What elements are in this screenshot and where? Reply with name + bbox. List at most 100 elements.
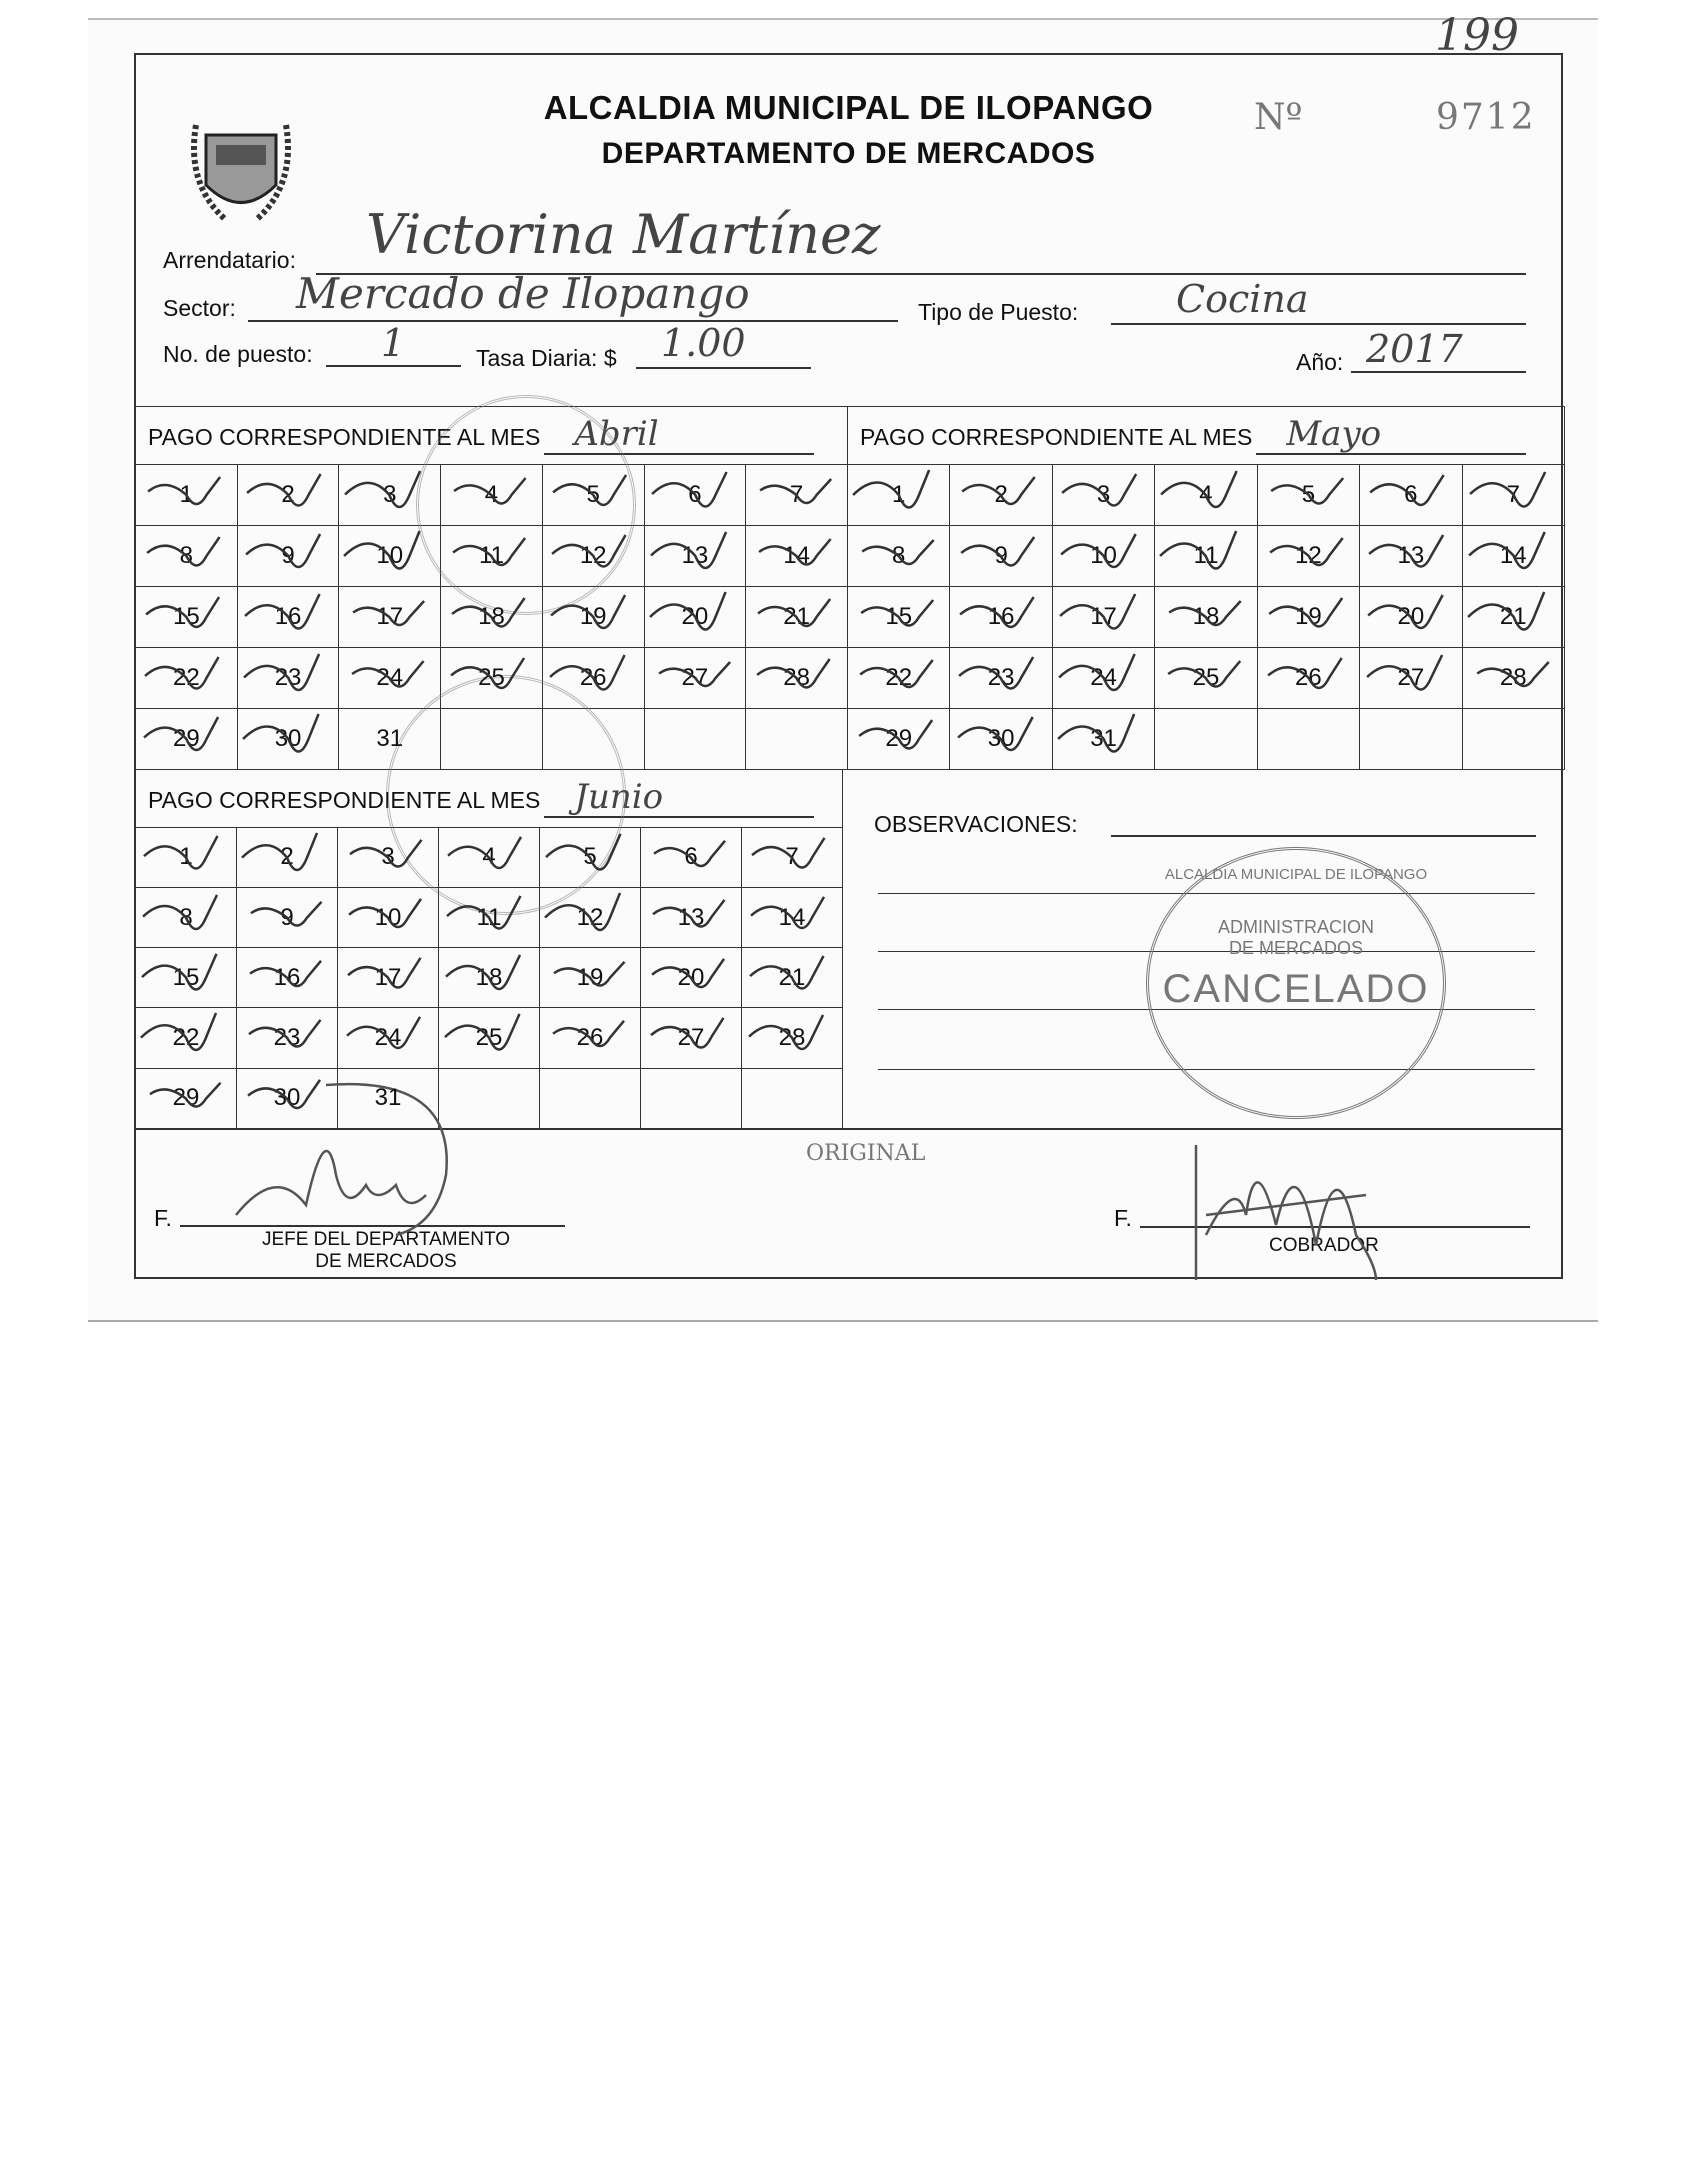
day-cell[interactable]: 24 [1051, 647, 1156, 710]
day-cell[interactable]: 17 [1051, 586, 1156, 649]
stamp-line1: ADMINISTRACION [1217, 917, 1374, 937]
day-cell[interactable]: 24 [337, 1007, 439, 1069]
puesto-value: 1 [381, 321, 406, 365]
day-cell[interactable]: 17 [338, 586, 442, 649]
day-cell[interactable]: 10 [1051, 525, 1156, 588]
day-number: 25 [1192, 664, 1220, 692]
day-cell[interactable]: 8 [846, 525, 951, 588]
day-cell[interactable]: 8 [135, 525, 238, 588]
day-cell[interactable]: 22 [846, 647, 951, 710]
day-cell[interactable]: 31 [1051, 708, 1156, 770]
day-cell[interactable]: 19 [539, 947, 641, 1009]
day-number: 23 [274, 664, 302, 692]
day-cell[interactable]: 1 [135, 826, 237, 888]
day-cell[interactable]: 14 [741, 886, 843, 949]
day-number: 16 [987, 603, 1015, 631]
day-cell[interactable]: 6 [643, 464, 747, 527]
day-number: 28 [778, 1024, 806, 1052]
day-cell[interactable]: 9 [236, 886, 338, 949]
day-cell[interactable]: 30 [949, 708, 1053, 770]
day-cell[interactable]: 28 [1461, 647, 1566, 710]
day-cell[interactable]: 2 [236, 464, 340, 527]
day-cell[interactable]: 20 [1359, 586, 1463, 649]
day-cell[interactable]: 6 [1359, 464, 1463, 527]
day-cell[interactable]: 9 [236, 525, 340, 588]
day-cell[interactable]: 2 [236, 826, 338, 888]
day-cell[interactable]: 20 [640, 947, 742, 1009]
day-cell[interactable]: 2 [949, 464, 1053, 527]
day-number: 6 [688, 481, 702, 509]
day-cell[interactable]: 19 [1256, 586, 1361, 649]
day-cell[interactable]: 14 [1461, 525, 1566, 588]
day-number: 19 [1295, 603, 1322, 631]
day-cell[interactable]: 3 [1051, 464, 1156, 527]
day-cell[interactable]: 7 [745, 464, 848, 527]
day-cell[interactable]: 13 [643, 525, 747, 588]
day-cell[interactable]: 7 [741, 826, 843, 888]
day-number: 17 [1090, 603, 1117, 631]
day-cell[interactable]: 30 [236, 1067, 338, 1130]
day-cell[interactable]: 14 [745, 525, 848, 588]
day-number: 25 [475, 1024, 503, 1052]
day-cell[interactable]: 12 [1256, 525, 1361, 588]
day-cell[interactable]: 29 [846, 708, 951, 770]
day-cell[interactable]: 15 [135, 947, 237, 1009]
day-cell[interactable]: 30 [236, 708, 340, 770]
day-cell[interactable]: 22 [135, 647, 238, 710]
day-cell[interactable]: 15 [135, 586, 238, 649]
day-cell[interactable]: 8 [135, 886, 237, 949]
day-cell[interactable]: 9 [949, 525, 1053, 588]
day-cell[interactable]: 26 [1256, 647, 1361, 710]
municipal-seal-icon [176, 85, 306, 235]
day-cell[interactable]: 27 [640, 1007, 742, 1069]
day-cell[interactable]: 5 [1256, 464, 1361, 527]
day-cell[interactable]: 1 [846, 464, 951, 527]
day-cell[interactable]: 16 [949, 586, 1053, 649]
day-cell[interactable]: 28 [741, 1007, 843, 1069]
day-cell[interactable]: 13 [640, 886, 742, 949]
day-number: 31 [1090, 725, 1117, 753]
day-number: 5 [583, 843, 597, 871]
day-number: 24 [1090, 664, 1117, 692]
day-cell[interactable]: 18 [1154, 586, 1258, 649]
day-cell[interactable]: 23 [949, 647, 1053, 710]
day-number: 7 [785, 843, 799, 871]
day-cell[interactable]: 21 [741, 947, 843, 1009]
day-cell[interactable]: 1 [135, 464, 238, 527]
day-cell[interactable]: 16 [236, 586, 340, 649]
jefe-title-line2: DE MERCADOS [315, 1251, 457, 1272]
day-cell[interactable]: 11 [1154, 525, 1258, 588]
puesto-line [326, 365, 461, 367]
day-cell[interactable]: 7 [1461, 464, 1566, 527]
day-number: 11 [479, 542, 504, 570]
day-cell[interactable]: 18 [438, 947, 540, 1009]
day-cell[interactable]: 15 [846, 586, 951, 649]
day-number: 30 [274, 725, 302, 753]
day-number: 5 [586, 481, 600, 509]
observaciones-label: OBSERVACIONES: [874, 811, 1078, 837]
day-cell[interactable]: 25 [1154, 647, 1258, 710]
day-cell[interactable]: 21 [1461, 586, 1566, 649]
day-number: 27 [677, 1024, 705, 1052]
day-cell[interactable]: 10 [337, 886, 439, 949]
day-number: 17 [374, 963, 402, 991]
tipo-value: Cocina [1176, 277, 1309, 321]
anio-line [1351, 371, 1526, 373]
day-cell[interactable]: 27 [1359, 647, 1463, 710]
day-cell[interactable]: 20 [643, 586, 747, 649]
day-cell[interactable]: 4 [1154, 464, 1258, 527]
day-cell[interactable]: 6 [640, 826, 742, 888]
observaciones-line[interactable] [1111, 835, 1536, 837]
day-cell[interactable]: 26 [539, 1007, 641, 1069]
day-cell[interactable]: 21 [745, 586, 848, 649]
day-cell[interactable]: 22 [135, 1007, 237, 1069]
day-cell[interactable]: 28 [745, 647, 848, 710]
day-cell[interactable]: 24 [338, 647, 442, 710]
day-cell[interactable]: 27 [643, 647, 747, 710]
form-number: 9712 [1436, 97, 1536, 138]
day-cell[interactable]: 29 [135, 708, 238, 770]
day-cell[interactable]: 13 [1359, 525, 1463, 588]
day-cell[interactable]: 23 [236, 647, 340, 710]
day-cell[interactable]: 17 [337, 947, 439, 1009]
day-cell[interactable]: 16 [236, 947, 338, 1009]
